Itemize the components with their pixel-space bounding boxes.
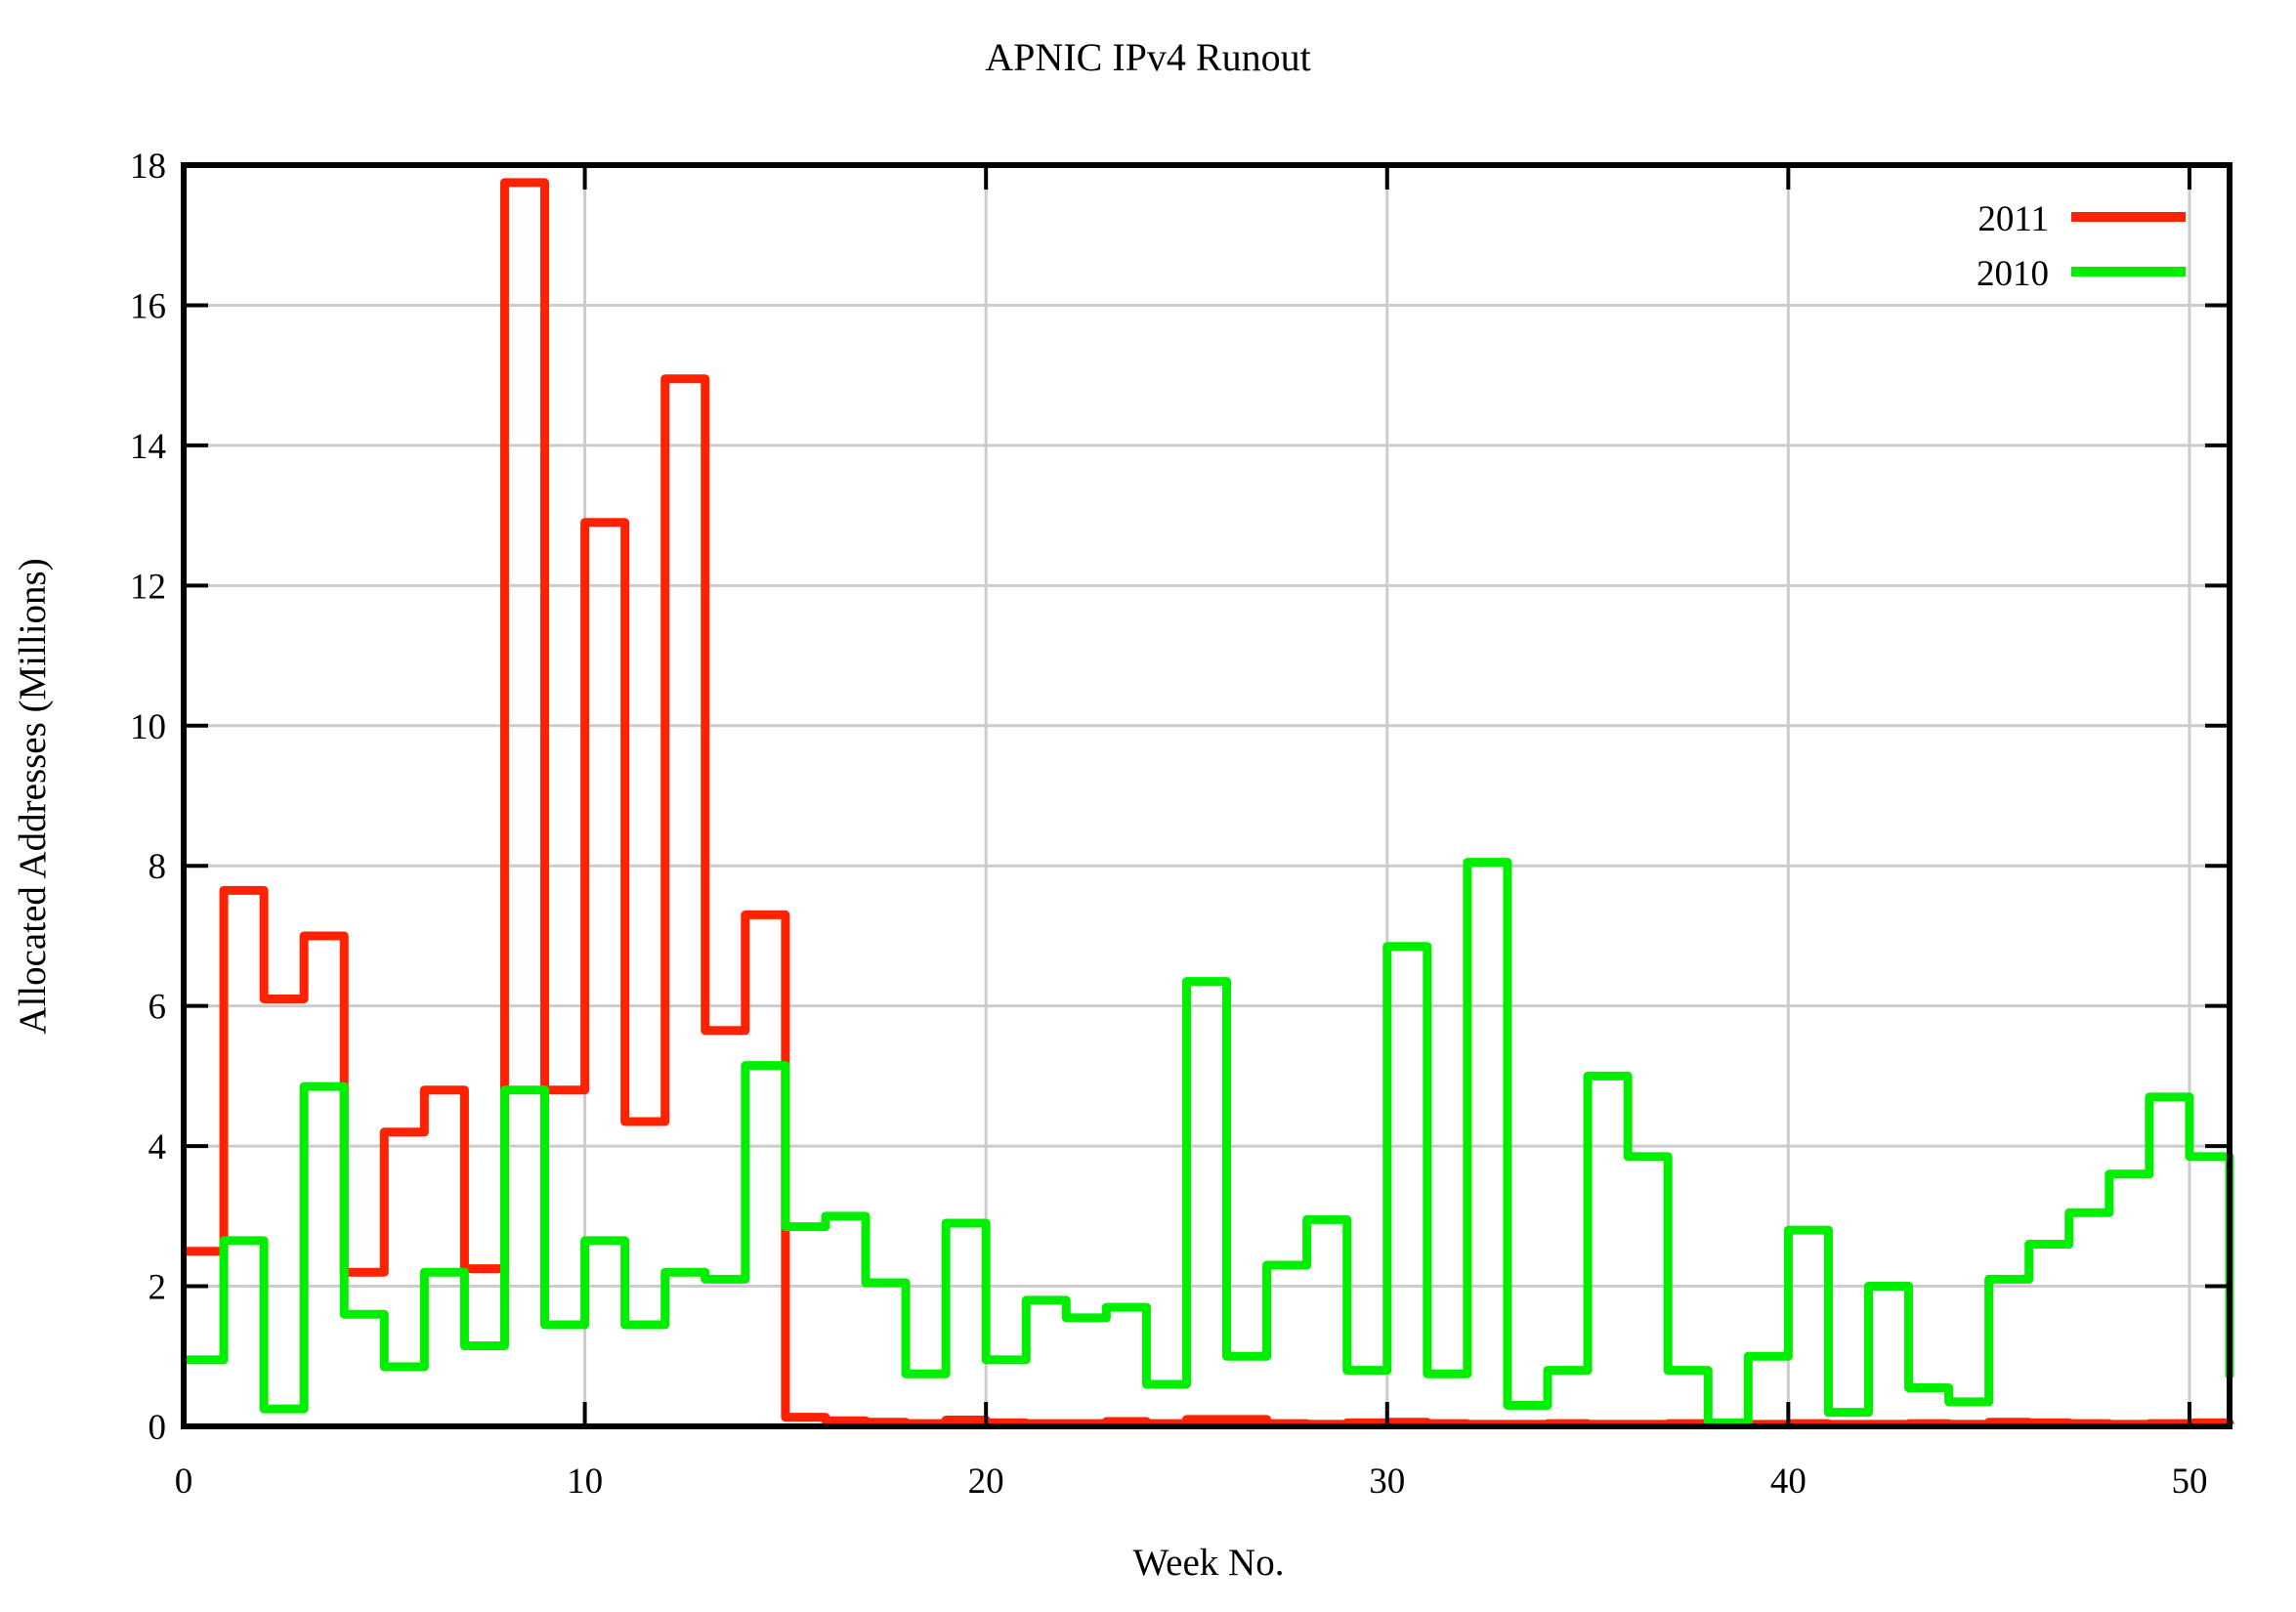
y-axis-label: Allocated Addresses (Millions) [12, 558, 54, 1034]
x-tick-label-0: 0 [175, 1462, 193, 1502]
y-tick-label-16: 16 [130, 286, 166, 326]
y-tick-label-18: 18 [130, 147, 166, 187]
plot-border [181, 162, 2232, 1429]
y-tick-label-0: 0 [149, 1408, 167, 1448]
x-tick-label-50: 50 [2171, 1462, 2207, 1502]
series-line-2011 [184, 178, 2234, 1429]
x-axis-label: Week No. [1133, 1542, 1285, 1584]
y-tick-label-2: 2 [149, 1268, 167, 1308]
axis-ticks [182, 163, 2230, 1428]
x-tick-label-30: 30 [1369, 1462, 1405, 1502]
x-tick-label-20: 20 [968, 1462, 1004, 1502]
y-tick-label-4: 4 [149, 1127, 167, 1167]
legend-entry-2010: 2010 [1977, 254, 2186, 294]
y-tick-label-12: 12 [130, 567, 166, 607]
y-tick-label-6: 6 [149, 988, 167, 1028]
legend: 2011 2010 [1977, 199, 2186, 294]
y-tick-label-14: 14 [130, 427, 166, 467]
x-tick-label-10: 10 [567, 1462, 603, 1502]
legend-label-2010: 2010 [1977, 254, 2049, 294]
y-tick-label-8: 8 [149, 847, 167, 887]
series-line-2010 [184, 858, 2234, 1427]
y-tick-label-10: 10 [130, 707, 166, 747]
x-tick-label-40: 40 [1770, 1462, 1807, 1502]
legend-entry-2011: 2011 [1977, 199, 2186, 239]
data-series [184, 178, 2234, 1429]
gridlines [184, 165, 2230, 1426]
tick-labels: 0 2 4 6 8 10 12 14 16 18 0 10 20 30 40 50 [130, 147, 2207, 1502]
plot-border-rect [181, 162, 2232, 1429]
legend-label-2011: 2011 [1977, 199, 2049, 239]
chart-title: APNIC IPv4 Runout [985, 35, 1310, 79]
